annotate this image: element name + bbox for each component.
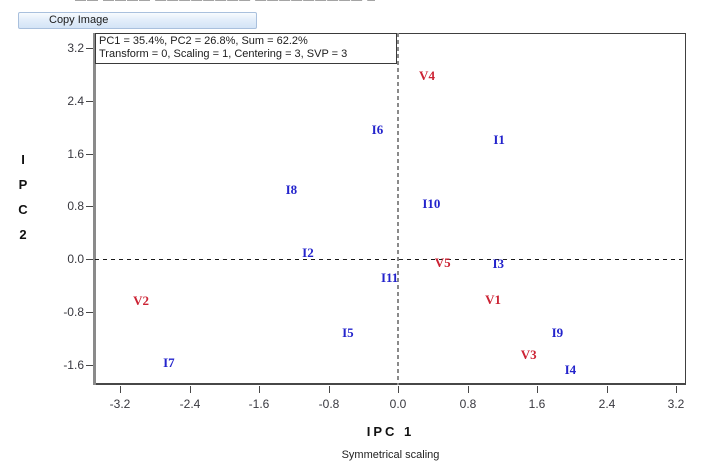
point-label-I8: I8 <box>285 181 298 197</box>
point-label-I4: I4 <box>564 361 577 377</box>
x-axis-tick-label: 0.8 <box>459 397 477 411</box>
y-axis-tick-label: 1.6 <box>67 147 84 161</box>
y-axis-title-letter: P <box>18 177 28 192</box>
y-axis-tick <box>86 259 93 260</box>
y-axis-tick <box>86 312 93 313</box>
x-axis-tick <box>329 386 330 393</box>
point-label-I6: I6 <box>371 121 384 137</box>
x-axis-tick-label: 3.2 <box>667 397 685 411</box>
x-axis-tick-label: 1.6 <box>528 397 546 411</box>
x-axis-tick-label: -0.8 <box>318 397 340 411</box>
y-axis-tick-label: -1.6 <box>63 358 84 372</box>
point-label-I11: I11 <box>380 270 399 286</box>
x-axis-subtitle: Symmetrical scaling <box>341 449 440 461</box>
x-axis-tick <box>676 386 677 393</box>
y-axis-title-letter: C <box>18 202 28 217</box>
y-axis-tick-label: -0.8 <box>63 305 84 319</box>
y-axis-tick-label: 2.4 <box>67 94 84 108</box>
y-axis-tick-label: 0.0 <box>67 252 84 266</box>
x-axis-title: IPC 1 <box>366 424 415 439</box>
x-axis-tick-label: -1.6 <box>248 397 270 411</box>
x-axis-tick-label: 2.4 <box>598 397 616 411</box>
annotation-line-2: Transform = 0, Scaling = 1, Centering = … <box>99 48 348 60</box>
zero-line-vertical <box>397 33 399 385</box>
x-axis-tick <box>120 386 121 393</box>
point-label-I7: I7 <box>163 355 175 371</box>
x-axis-tick <box>259 386 260 393</box>
copy-image-button[interactable]: Copy Image <box>18 12 257 29</box>
point-label-V3: V3 <box>520 347 537 363</box>
annotation-box: PC1 = 35.4%, PC2 = 26.8%, Sum = 62.2% Tr… <box>95 33 397 64</box>
y-axis-title-letter: I <box>21 152 25 167</box>
point-label-V4: V4 <box>419 67 435 83</box>
x-axis-tick-label: -2.4 <box>179 397 201 411</box>
x-axis-tick <box>468 386 469 393</box>
x-axis-tick-label: -3.2 <box>109 397 131 411</box>
plot-frame <box>95 33 686 385</box>
point-label-I9: I9 <box>551 324 564 340</box>
point-label-I2: I2 <box>302 245 314 261</box>
y-axis-title-letter: 2 <box>19 227 27 242</box>
y-axis-line <box>93 33 96 385</box>
x-axis-tick <box>190 386 191 393</box>
point-label-V5: V5 <box>434 255 451 271</box>
point-label-I10: I10 <box>422 195 441 211</box>
y-axis-title: I P C 2 <box>12 147 34 247</box>
x-axis-tick <box>607 386 608 393</box>
y-axis-tick <box>86 154 93 155</box>
point-label-I1: I1 <box>493 131 505 147</box>
point-label-V2: V2 <box>133 293 150 309</box>
point-label-V1: V1 <box>485 291 501 307</box>
y-axis-tick <box>86 365 93 366</box>
point-label-I3: I3 <box>492 256 505 272</box>
x-axis-tick-label: 0.0 <box>389 397 407 411</box>
point-label-I5: I5 <box>342 324 354 340</box>
y-axis-tick-label: 3.2 <box>67 41 84 55</box>
y-axis-tick <box>86 48 93 49</box>
y-axis-tick <box>86 101 93 102</box>
y-axis-tick <box>86 206 93 207</box>
zero-line-horizontal <box>95 259 686 260</box>
x-axis-tick <box>537 386 538 393</box>
y-axis-tick-label: 0.8 <box>67 199 84 213</box>
annotation-line-1: PC1 = 35.4%, PC2 = 26.8%, Sum = 62.2% <box>99 35 308 47</box>
clipped-header-text: —— ———— ———————— ————————— ———— — ———— <box>75 0 375 6</box>
x-axis-tick <box>398 386 399 393</box>
